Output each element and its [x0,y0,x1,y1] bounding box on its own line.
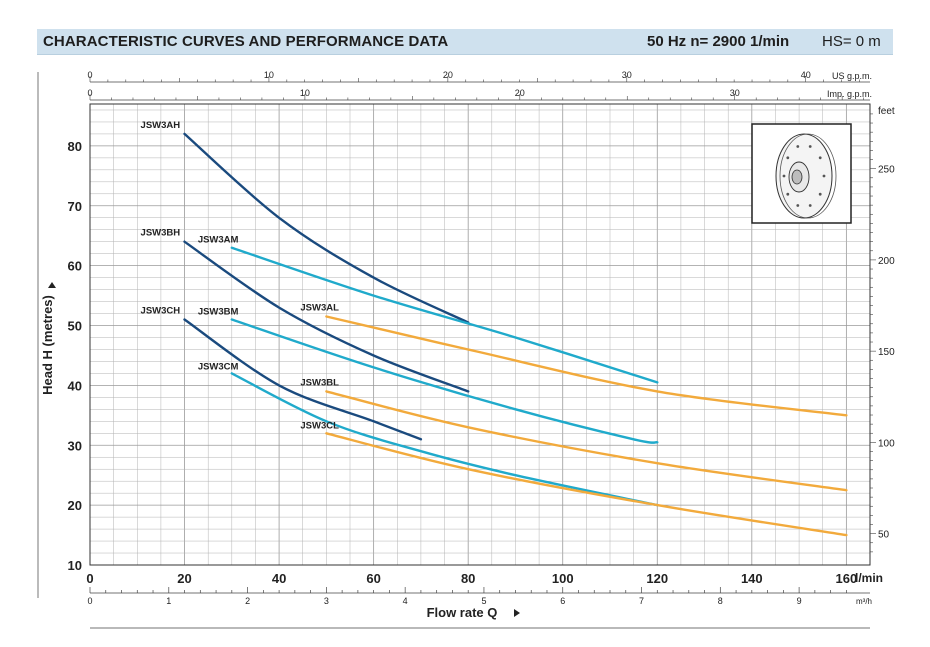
plot-area [90,104,870,565]
y-tick-label: 50 [68,319,82,334]
plot-frame [89,103,871,566]
curves [183,132,848,537]
x-unit-label: l/min [855,571,883,585]
curve-label-jsw3ch: JSW3CH [141,306,181,317]
curve-jsw3ah [183,132,470,324]
y-tick-label: 30 [68,438,82,453]
x-tick-label: 100 [552,571,574,586]
top-axis-tick-label: 10 [300,88,310,98]
x-axis-arrow-icon [514,609,520,617]
y-tick-label: 70 [68,199,82,214]
impeller-drawing-icon [751,123,852,224]
m3h-tick-label: 2 [245,596,250,606]
curve-label-jsw3am: JSW3AM [198,235,239,246]
impeller-vane-dot [786,156,790,160]
impeller-vane-dot [818,156,822,160]
y-tick-label: 40 [68,378,82,393]
impeller-vane-dot [808,204,812,207]
y-axis-arrow-icon [48,282,56,288]
m3h-tick-label: 6 [560,596,565,606]
right-axis-tick-label: 200 [878,256,895,267]
x-tick-label: 120 [646,571,668,586]
y-tick-label: 60 [68,259,82,274]
impeller-vane-dot [796,204,800,207]
curve-jsw3bl [325,390,848,492]
impeller-vane-dot [822,174,826,178]
curve-label-jsw3bm: JSW3BM [198,307,239,318]
suction-head-spec: HS= 0 m [822,33,881,50]
x-tick-label: 0 [86,571,93,586]
chart-title: CHARACTERISTIC CURVES AND PERFORMANCE DA… [43,33,449,50]
m3h-tick-label: 5 [481,596,486,606]
m3h-tick-label: 1 [166,596,171,606]
curve-jsw3al [325,315,848,417]
x-tick-label: 80 [461,571,475,586]
curve-jsw3am [230,246,659,384]
curve-jsw3bh [183,240,470,393]
x-tick-label: 160 [836,571,858,586]
m3h-unit-label: m³/h [856,597,872,606]
impeller-rim [779,133,837,219]
speed-spec: 50 Hz n= 2900 1/min [647,33,790,50]
x-tick-label: 20 [177,571,191,586]
m3h-tick-label: 7 [639,596,644,606]
chart-header: CHARACTERISTIC CURVES AND PERFORMANCE DA… [37,29,893,55]
curve-label-jsw3ah: JSW3AH [141,120,181,131]
curve-label-jsw3bl: JSW3BL [300,377,339,388]
m3h-tick-label: 4 [403,596,408,606]
y-tick-label: 10 [68,558,82,573]
top-axis-unit-label: US g.p.m. [832,71,872,81]
right-axis-tick-label: 100 [878,438,895,449]
right-axis-tick-label: 150 [878,347,895,358]
right-axis-tick-label: 250 [878,165,895,176]
top-axis-tick-label: 30 [730,88,740,98]
curve-jsw3ch [183,318,423,441]
curve-label-jsw3cl: JSW3CL [300,420,339,431]
m3h-tick-label: 9 [797,596,802,606]
top-axis-tick-label: 0 [87,70,92,80]
y-tick-label: 20 [68,498,82,513]
impeller-eye [791,169,803,185]
impeller-vane-dot [782,174,786,178]
top-axis-unit-label: Imp. g.p.m. [827,89,872,99]
top-axis-tick-label: 10 [264,70,274,80]
x-tick-label: 140 [741,571,763,586]
top-axis-tick-label: 20 [443,70,453,80]
x-tick-label: 60 [366,571,380,586]
curve-jsw3cm [230,372,659,507]
impeller-vane-dot [786,192,790,196]
y-tick-label: 80 [68,139,82,154]
impeller-vane-dot [796,145,800,148]
m3h-tick-label: 3 [324,596,329,606]
curve-label-jsw3al: JSW3AL [300,303,339,314]
y-axis-title: Head H (metres) [40,295,55,395]
m3h-tick-label: 0 [87,596,92,606]
curve-label-jsw3cm: JSW3CM [198,361,239,372]
curve-jsw3bm [230,318,659,444]
curve-jsw3cl [325,432,848,537]
curve-label-jsw3bh: JSW3BH [141,228,181,239]
impeller-vane-dot [808,145,812,148]
x-tick-label: 40 [272,571,286,586]
top-axis-tick-label: 0 [87,88,92,98]
top-axis-tick-label: 40 [801,70,811,80]
top-axis-tick-label: 30 [622,70,632,80]
right-axis-unit-label: feet [878,106,895,117]
top-axis-tick-label: 20 [515,88,525,98]
impeller-vane-dot [818,192,822,196]
x-axis-title: Flow rate Q [427,605,498,620]
right-axis-tick-label: 50 [878,530,890,541]
m3h-tick-label: 8 [718,596,723,606]
